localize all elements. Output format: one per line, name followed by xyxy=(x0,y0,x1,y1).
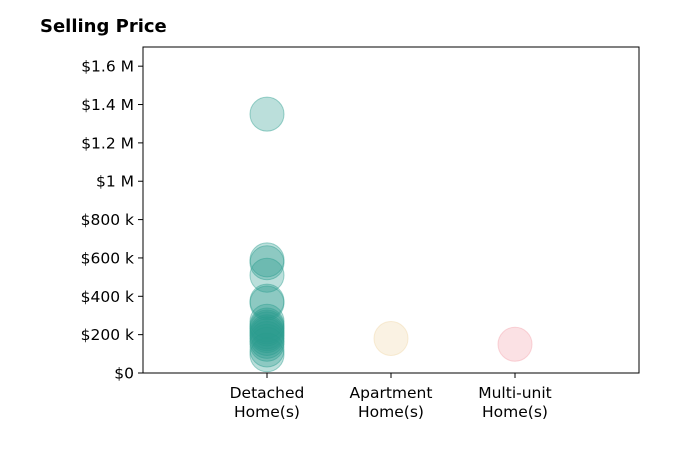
y-tick-label: $600 k xyxy=(81,249,134,267)
y-tick-label: $200 k xyxy=(81,326,134,344)
x-tick-label: Detached xyxy=(230,384,305,402)
data-point xyxy=(249,283,285,319)
data-point xyxy=(373,320,409,356)
data-point xyxy=(249,320,285,356)
y-tick-label: $1.6 M xyxy=(81,58,134,76)
y-axis: $0 $200 k $400 k $600 k $800 k $1 M $1.2 M $1.4… xyxy=(81,58,143,383)
data-point xyxy=(249,323,285,359)
data-points xyxy=(249,96,533,373)
data-point xyxy=(497,326,533,362)
x-tick-label: Home(s) xyxy=(482,403,548,421)
data-point xyxy=(249,303,285,339)
y-tick-label: $0 xyxy=(114,365,134,383)
x-axis: DetachedHome(s)ApartmentHome(s)Multi-uni… xyxy=(230,373,552,421)
data-point xyxy=(249,96,285,132)
data-point xyxy=(249,332,285,368)
data-point xyxy=(249,311,285,347)
x-tick-label: Apartment xyxy=(350,384,433,402)
data-point xyxy=(249,245,285,281)
y-tick-label: $1.4 M xyxy=(81,96,134,114)
y-tick-label: $400 k xyxy=(81,288,134,306)
data-point xyxy=(249,242,285,278)
y-tick-label: $1.2 M xyxy=(81,134,134,152)
chart-title: Selling Price xyxy=(40,16,167,37)
y-tick-label: $800 k xyxy=(81,211,134,229)
data-point xyxy=(249,326,285,362)
data-point xyxy=(249,337,285,373)
data-point xyxy=(249,307,285,343)
data-point xyxy=(249,318,285,354)
data-point xyxy=(249,257,285,293)
data-point xyxy=(249,309,285,345)
data-point xyxy=(249,285,285,321)
data-point xyxy=(249,314,285,350)
y-tick-label: $1 M xyxy=(96,173,134,191)
x-tick-label: Multi-unit xyxy=(478,384,552,402)
x-tick-label: Home(s) xyxy=(358,403,424,421)
x-tick-label: Home(s) xyxy=(234,403,300,421)
data-point xyxy=(249,316,285,352)
